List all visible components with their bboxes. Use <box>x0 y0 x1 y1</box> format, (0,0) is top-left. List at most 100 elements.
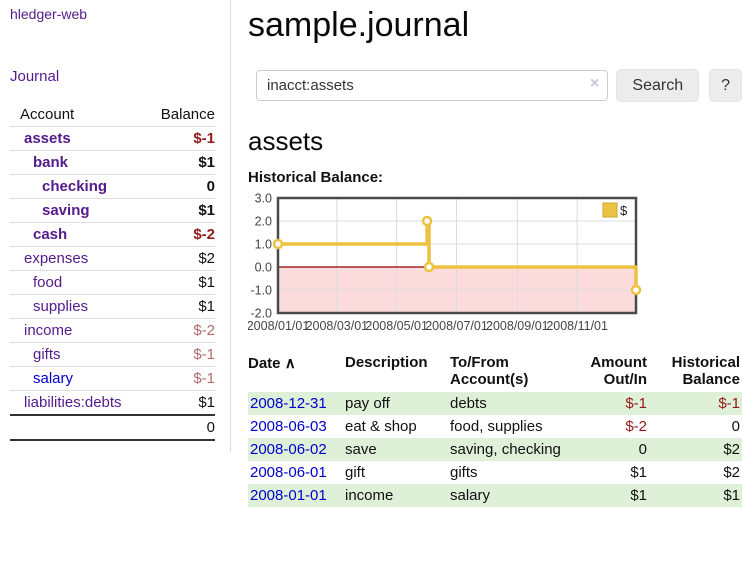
account-link[interactable]: bank <box>33 154 69 171</box>
account-row: liabilities:debts $1 <box>10 390 215 416</box>
date-link[interactable]: 2008-06-01 <box>250 464 327 481</box>
account-link[interactable]: gifts <box>33 346 61 363</box>
date-link[interactable]: 2008-01-01 <box>250 487 327 504</box>
account-balance: 0 <box>206 178 215 195</box>
description-cell: pay off <box>345 395 390 412</box>
clear-search-icon[interactable]: × <box>590 75 600 92</box>
account-row: saving $1 <box>10 198 215 223</box>
journal-link[interactable]: Journal <box>10 68 60 85</box>
accounts-header-account: Account <box>20 106 75 123</box>
account-balance: $2 <box>198 250 215 267</box>
accounts-cell: gifts <box>450 464 478 481</box>
register-header-amount: Amount Out/In <box>590 354 647 388</box>
account-row: cash $-2 <box>10 222 215 247</box>
description-cell: income <box>345 487 394 504</box>
date-link[interactable]: 2008-12-31 <box>250 395 327 412</box>
register-header-accounts: To/From Account(s) <box>450 354 529 388</box>
search-bar: × Search ? <box>256 69 742 102</box>
amount-cell: $-2 <box>625 418 647 435</box>
svg-text:2008/07/01: 2008/07/01 <box>425 319 488 333</box>
date-link[interactable]: 2008-06-03 <box>250 418 327 435</box>
account-row: supplies $1 <box>10 294 215 319</box>
register-header-date[interactable]: Date ∧ <box>248 355 296 372</box>
register-row: 2008-12-31 pay off debts $-1 $-1 <box>248 392 742 415</box>
register-header-row: Date ∧ Description To/From Account(s) Am… <box>248 352 742 392</box>
account-row: assets $-1 <box>10 126 215 151</box>
account-row: checking 0 <box>10 174 215 199</box>
main-content: sample.journal × Search ? assets Histori… <box>231 0 742 527</box>
account-row: bank $1 <box>10 150 215 175</box>
balance-cell: 0 <box>731 418 740 435</box>
search-input[interactable] <box>256 70 609 101</box>
description-cell: gift <box>345 464 366 481</box>
historical-balance-chart: $3.0 2.0 1.0 0.0 -1.0 -2.0 2008/01/01 2008/03/0… <box>247 190 718 338</box>
account-balance: $1 <box>198 394 215 411</box>
chart-canvas: $3.0 2.0 1.0 0.0 -1.0 -2.02008/01/012008/03/0… <box>247 192 642 333</box>
account-row: gifts $-1 <box>10 342 215 367</box>
account-link[interactable]: food <box>33 274 63 291</box>
account-row: expenses $2 <box>10 246 215 271</box>
amount-cell: $1 <box>630 464 647 481</box>
balance-cell: $-1 <box>718 395 740 412</box>
accounts-cell: debts <box>450 395 487 412</box>
description-cell: save <box>345 441 377 458</box>
account-link[interactable]: checking <box>42 178 108 195</box>
register-table: Date ∧ Description To/From Account(s) Am… <box>248 352 742 507</box>
svg-text:2008/11/01: 2008/11/01 <box>546 319 608 333</box>
accounts-header-row: Account Balance <box>10 103 215 127</box>
account-balance: $1 <box>198 298 215 315</box>
account-balance: $-2 <box>193 322 215 339</box>
account-row: salary $-1 <box>10 366 215 391</box>
account-link[interactable]: cash <box>33 226 68 243</box>
register-row: 2008-06-03 eat & shop food, supplies $-2 0 <box>248 415 742 438</box>
help-button[interactable]: ? <box>709 69 742 102</box>
account-balance: $-1 <box>193 346 215 363</box>
svg-text:2008/01/01: 2008/01/01 <box>248 319 309 333</box>
accounts-total-row: 0 <box>10 415 215 441</box>
account-balance: $1 <box>198 274 215 291</box>
accounts-header-balance: Balance <box>160 106 215 123</box>
date-link[interactable]: 2008-06-02 <box>250 441 327 458</box>
account-balance: $-1 <box>193 370 215 387</box>
amount-cell: $1 <box>630 487 647 504</box>
svg-text:2008/05/01: 2008/05/01 <box>365 319 428 333</box>
account-link[interactable]: saving <box>42 202 90 219</box>
svg-text:$: $ <box>620 203 628 218</box>
register-header-balance: Historical Balance <box>671 354 740 388</box>
account-balance: $-1 <box>193 130 215 147</box>
svg-text:1.0: 1.0 <box>255 238 272 252</box>
accounts-table: Account Balance assets $-1 bank $1 checking 0… <box>10 103 215 441</box>
register-row: 2008-06-02 save saving, checking 0 $2 <box>248 438 742 461</box>
accounts-total-value: 0 <box>147 415 215 441</box>
balance-cell: $1 <box>723 487 740 504</box>
account-link[interactable]: assets <box>24 130 71 147</box>
chart-title: Historical Balance: <box>248 169 384 186</box>
account-balance: $-2 <box>193 226 215 243</box>
account-link[interactable]: income <box>24 322 73 339</box>
account-link[interactable]: supplies <box>33 298 89 315</box>
amount-cell: $-1 <box>625 395 647 412</box>
account-link[interactable]: expenses <box>24 250 89 267</box>
register-row: 2008-01-01 income salary $1 $1 <box>248 484 742 507</box>
accounts-cell: saving, checking <box>450 441 561 458</box>
account-link[interactable]: salary <box>33 370 74 387</box>
balance-cell: $2 <box>723 464 740 481</box>
register-header-description: Description <box>345 354 428 371</box>
account-link[interactable]: liabilities:debts <box>24 394 122 411</box>
accounts-cell: food, supplies <box>450 418 543 435</box>
account-balance: $1 <box>198 202 215 219</box>
page: hledger-web Journal Account Balance asse… <box>0 0 742 527</box>
svg-text:2.0: 2.0 <box>255 215 272 229</box>
page-title: sample.journal <box>248 6 470 44</box>
svg-text:2008/09/01: 2008/09/01 <box>486 319 549 333</box>
sort-asc-icon: ∧ <box>284 355 296 372</box>
search-button[interactable]: Search <box>616 69 700 102</box>
sidebar: hledger-web Journal Account Balance asse… <box>0 0 231 452</box>
amount-cell: 0 <box>638 441 647 458</box>
app-title-link[interactable]: hledger-web <box>10 6 88 22</box>
account-row: income $-2 <box>10 318 215 343</box>
account-heading: assets <box>248 126 324 156</box>
register-row: 2008-06-01 gift gifts $1 $2 <box>248 461 742 484</box>
description-cell: eat & shop <box>345 418 417 435</box>
account-row: food $1 <box>10 270 215 295</box>
